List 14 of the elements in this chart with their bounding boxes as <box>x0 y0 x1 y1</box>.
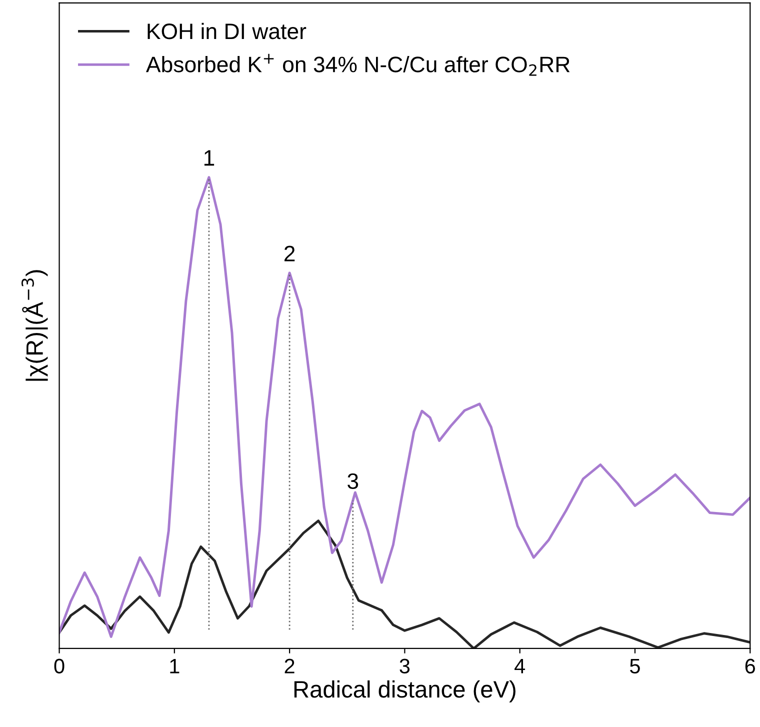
ref-line-label: 3 <box>348 473 358 490</box>
x-tick-label: 2 <box>284 658 294 674</box>
x-axis-title: Radical distance (eV) <box>294 680 516 702</box>
x-tick-label: 4 <box>514 658 526 674</box>
ref-line-label: 2 <box>284 246 295 262</box>
x-tick-label: 1 <box>170 658 180 674</box>
x-tick-label: 5 <box>630 658 640 674</box>
y-axis-title: |χ(R)|(Å$^{−3}$) <box>21 270 48 381</box>
x-tick-label: 6 <box>745 658 755 674</box>
x-tick-label: 3 <box>400 658 410 674</box>
legend-label: Absorbed K$^{+}$ on 34% N-C/Cu after CO$_{2}$RR <box>146 54 570 76</box>
ref-line-label: 1 <box>204 150 214 166</box>
legend-label: KOH in DI water <box>148 22 306 40</box>
x-tick-label: 0 <box>54 658 64 674</box>
